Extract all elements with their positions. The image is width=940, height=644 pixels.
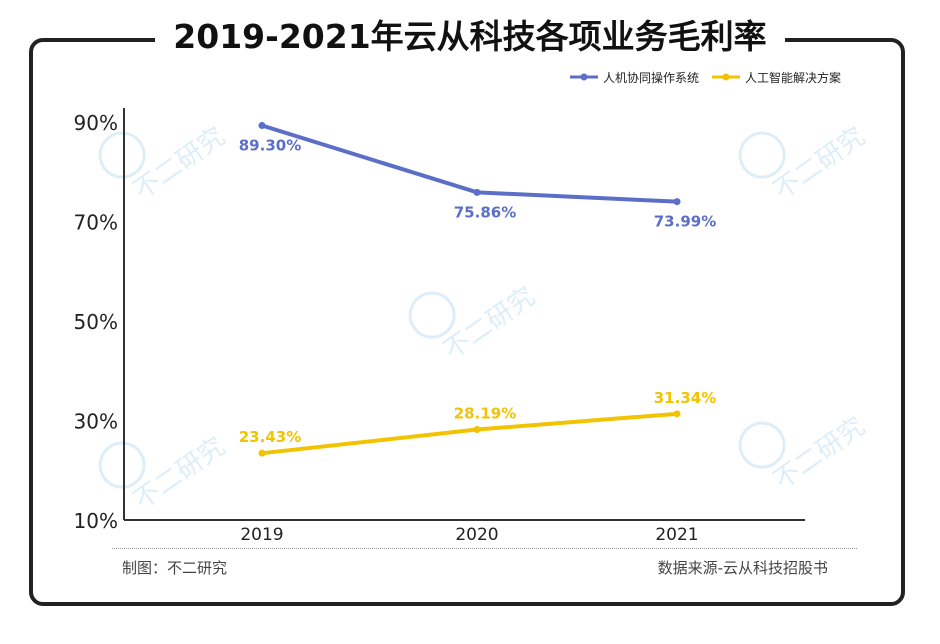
- data-label: 31.34%: [654, 389, 716, 407]
- watermark-3: 不二研究: [738, 122, 871, 206]
- watermark-logo-icon: [738, 421, 786, 469]
- y-tick-label: 90%: [74, 111, 118, 135]
- y-tick-label: 10%: [74, 509, 118, 533]
- data-label: 73.99%: [654, 213, 716, 231]
- series-1: 23.43% 28.19% 31.34%: [239, 389, 716, 457]
- watermark-logo-icon: [408, 291, 456, 339]
- watermark-0: 不二研究: [98, 122, 231, 206]
- data-label: 75.86%: [454, 203, 516, 221]
- series-layer: 89.30% 75.86% 73.99% 23.43% 28.19% 31.34%: [239, 121, 716, 457]
- data-label: 23.43%: [239, 428, 301, 446]
- data-label: 28.19%: [454, 405, 516, 423]
- data-point: [673, 198, 681, 206]
- axes: 90% 70% 50% 30% 10% 2019 2020 2021: [74, 108, 805, 545]
- x-tick-label: 2021: [655, 525, 698, 545]
- legend-item-0: 人机协同操作系统: [570, 70, 699, 85]
- x-tick-label: 2020: [455, 525, 498, 545]
- x-tick-label: 2019: [240, 525, 283, 545]
- watermark-4: 不二研究: [738, 412, 871, 496]
- legend-label: 人工智能解决方案: [745, 70, 841, 85]
- legend-marker-icon: [580, 73, 588, 81]
- legend-item-1: 人工智能解决方案: [712, 70, 841, 85]
- data-point: [258, 449, 266, 457]
- watermark-logo-icon: [98, 441, 146, 489]
- watermark-1: 不二研究: [408, 282, 541, 366]
- watermark-logo-icon: [738, 131, 786, 179]
- data-label: 89.30%: [239, 136, 301, 154]
- footer-divider: [112, 548, 857, 549]
- chart-credit: 制图：不二研究: [122, 559, 228, 577]
- data-point: [258, 121, 266, 129]
- data-point: [673, 410, 681, 418]
- series-line: [260, 123, 679, 204]
- series-0: 89.30% 75.86% 73.99%: [239, 121, 716, 231]
- legend-label: 人机协同操作系统: [603, 70, 699, 85]
- legend-marker-icon: [722, 73, 730, 81]
- legend: 人机协同操作系统 人工智能解决方案: [570, 70, 841, 85]
- data-source: 数据来源-云从科技招股书: [657, 559, 828, 577]
- y-tick-label: 30%: [74, 410, 118, 434]
- watermark-logo-icon: [98, 131, 146, 179]
- data-point: [473, 426, 481, 434]
- y-tick-label: 50%: [74, 310, 118, 334]
- data-point: [473, 188, 481, 196]
- y-tick-label: 70%: [74, 211, 118, 235]
